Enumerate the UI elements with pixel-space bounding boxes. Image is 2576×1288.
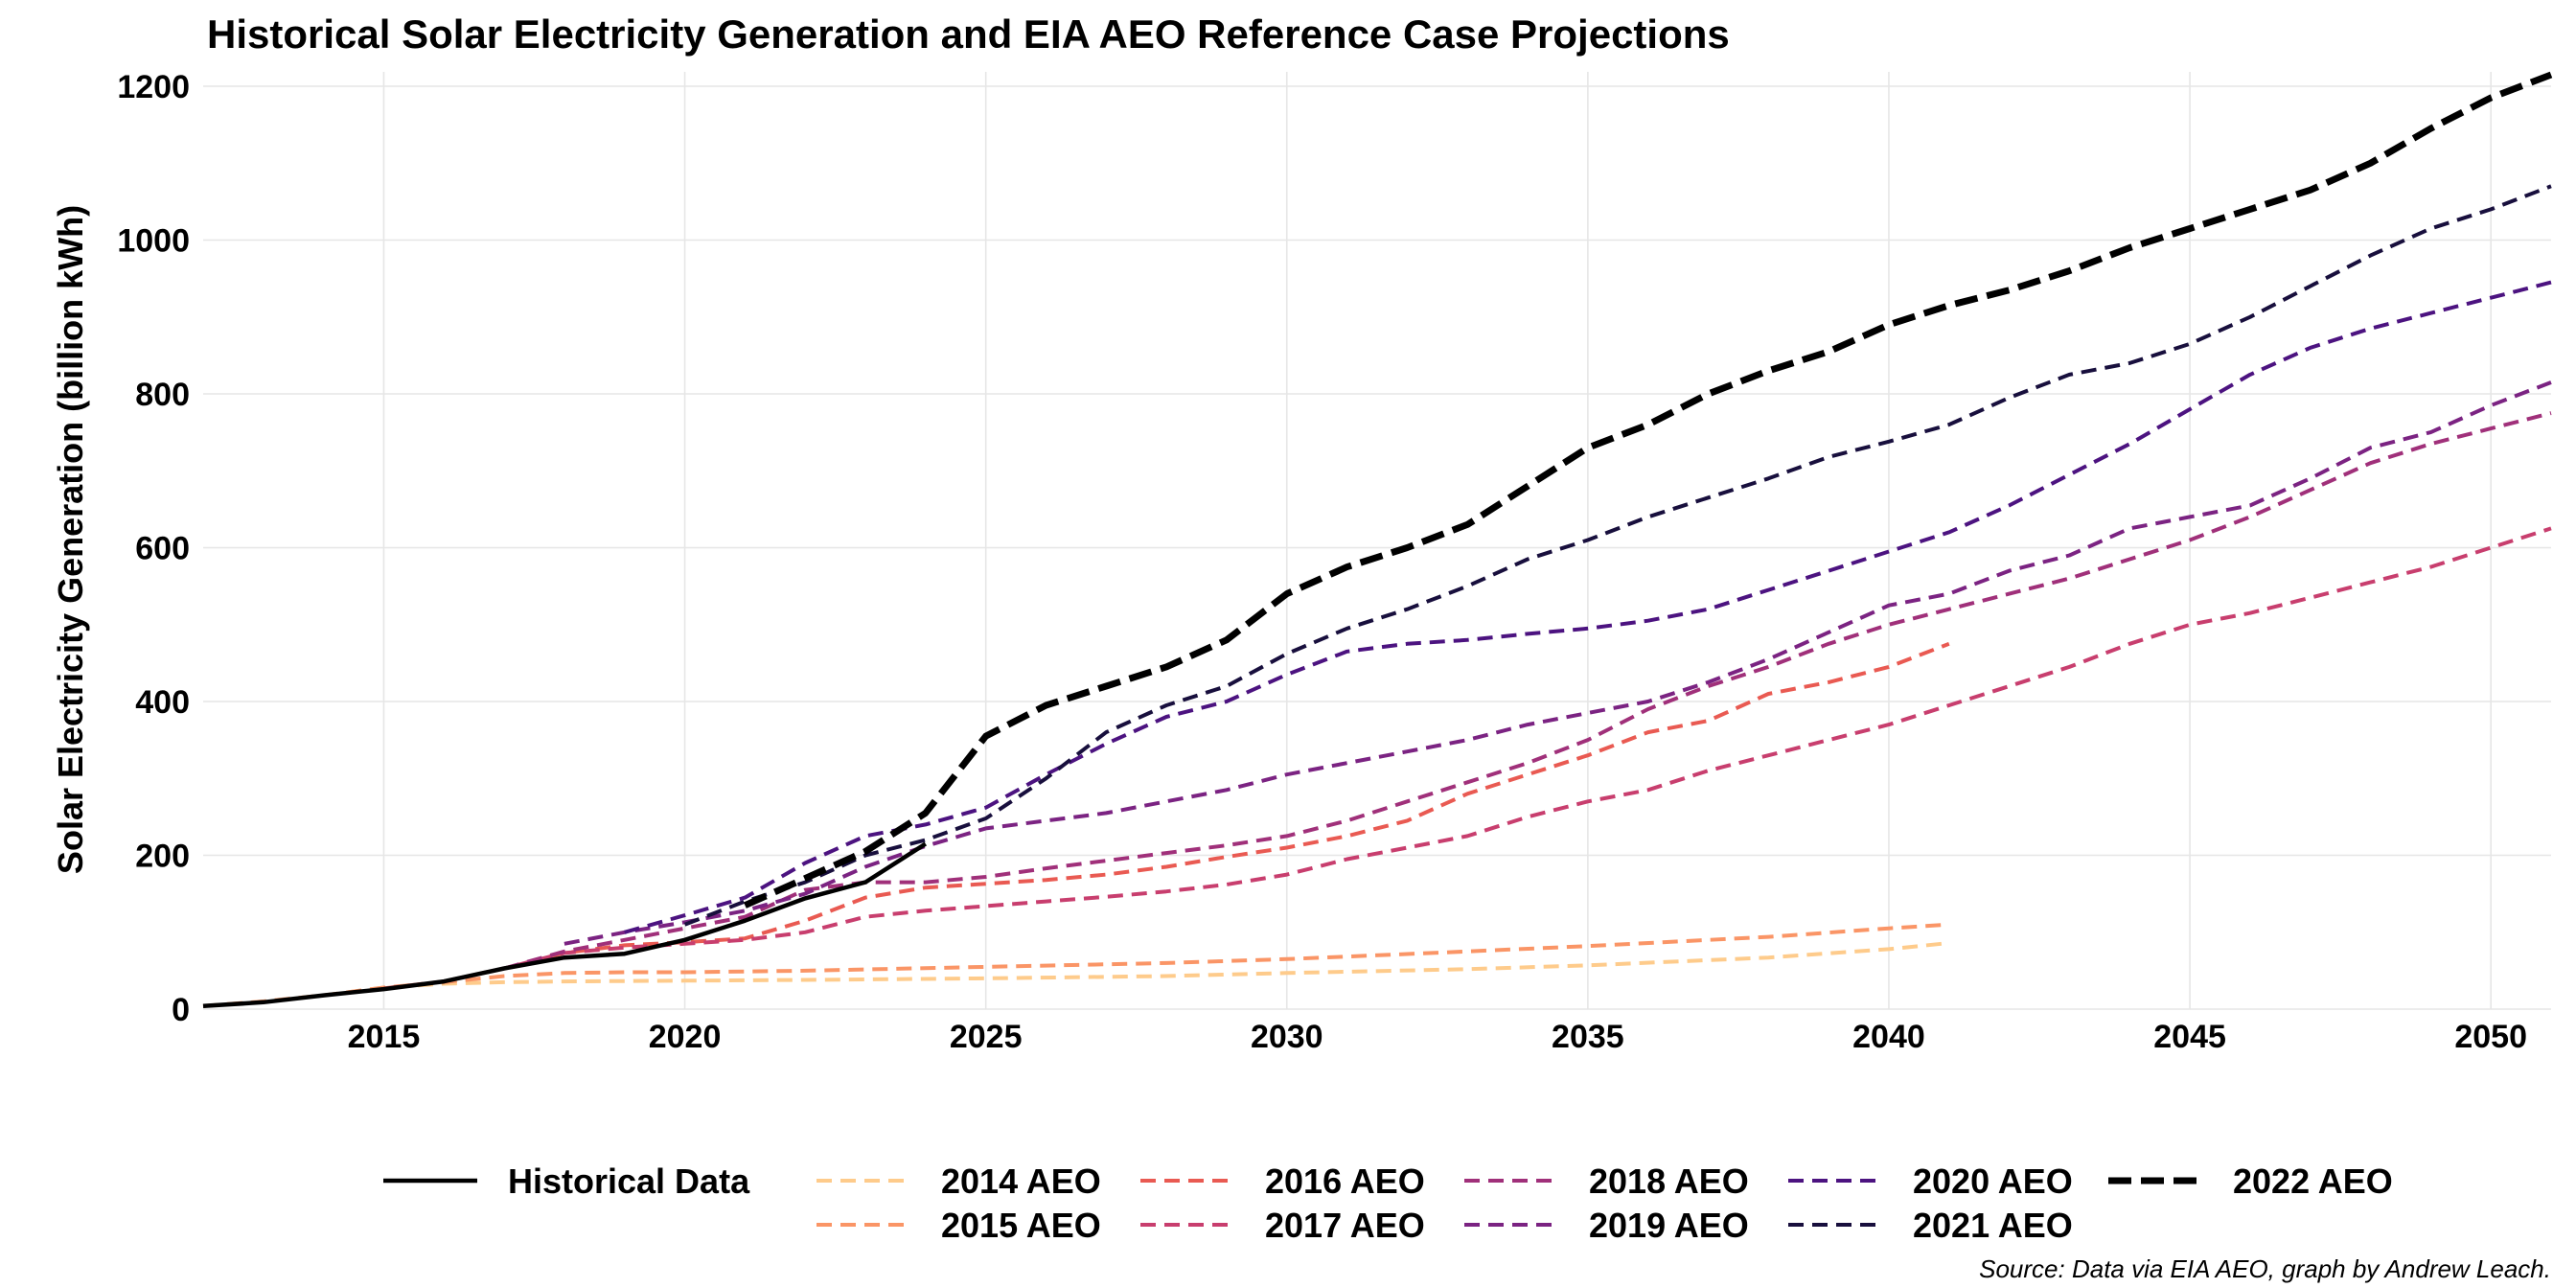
y-tick-label: 1200 <box>117 69 190 105</box>
series-line-2019-aeo <box>564 380 2552 946</box>
chart-title: Historical Solar Electricity Generation … <box>207 12 1730 57</box>
x-tick-label: 2025 <box>950 1019 1023 1055</box>
legend-label: 2014 AEO <box>941 1162 1101 1201</box>
y-axis-ticks: 0 200 400 600 800 1000 1200 <box>117 69 190 1028</box>
legend-label: 2022 AEO <box>2233 1162 2393 1201</box>
series-line-2017-aeo <box>443 526 2552 984</box>
x-tick-label: 2015 <box>348 1019 421 1055</box>
legend-label: 2016 AEO <box>1265 1162 1425 1201</box>
y-tick-label: 0 <box>172 992 190 1028</box>
chart-caption: Source: Data via EIA AEO, graph by Andre… <box>1979 1254 2551 1283</box>
y-tick-label: 1000 <box>117 223 190 260</box>
legend-label: 2019 AEO <box>1589 1206 1749 1245</box>
x-tick-label: 2045 <box>2153 1019 2226 1055</box>
x-tick-label: 2035 <box>1552 1019 1624 1055</box>
legend-label: Historical Data <box>508 1162 750 1201</box>
legend-label: 2020 AEO <box>1913 1162 2073 1201</box>
grid <box>203 72 2551 1010</box>
legend-label: 2015 AEO <box>941 1206 1101 1245</box>
y-tick-label: 400 <box>135 684 190 721</box>
y-axis-label: Solar Electricity Generation (billion kW… <box>51 205 90 874</box>
x-tick-label: 2030 <box>1251 1019 1323 1055</box>
series-line-2016-aeo <box>383 641 1950 991</box>
series-line-2020-aeo <box>624 280 2552 934</box>
series-lines <box>202 71 2553 1009</box>
series-line-2014-aeo <box>202 941 1950 1008</box>
series-line-historical-data <box>202 841 928 1009</box>
legend-label: 2017 AEO <box>1265 1206 1425 1245</box>
series-line-2015-aeo <box>202 922 1949 1008</box>
series-line-2022-aeo <box>743 71 2553 908</box>
x-tick-label: 2020 <box>649 1019 722 1055</box>
y-tick-label: 200 <box>135 839 190 875</box>
legend: Historical Data 2014 AEO 2015 AEO 2016 AEO 2… <box>383 1162 2393 1245</box>
x-tick-label: 2050 <box>2454 1019 2527 1055</box>
series-line-2021-aeo <box>683 184 2552 927</box>
y-tick-label: 600 <box>135 531 190 567</box>
series-line-2018-aeo <box>503 411 2552 971</box>
y-tick-label: 800 <box>135 377 190 413</box>
x-tick-label: 2040 <box>1852 1019 1925 1055</box>
legend-label: 2021 AEO <box>1913 1206 2073 1245</box>
x-axis-ticks: 2015 2020 2025 2030 2035 2040 2045 2050 <box>348 1019 2527 1055</box>
legend-label: 2018 AEO <box>1589 1162 1749 1201</box>
